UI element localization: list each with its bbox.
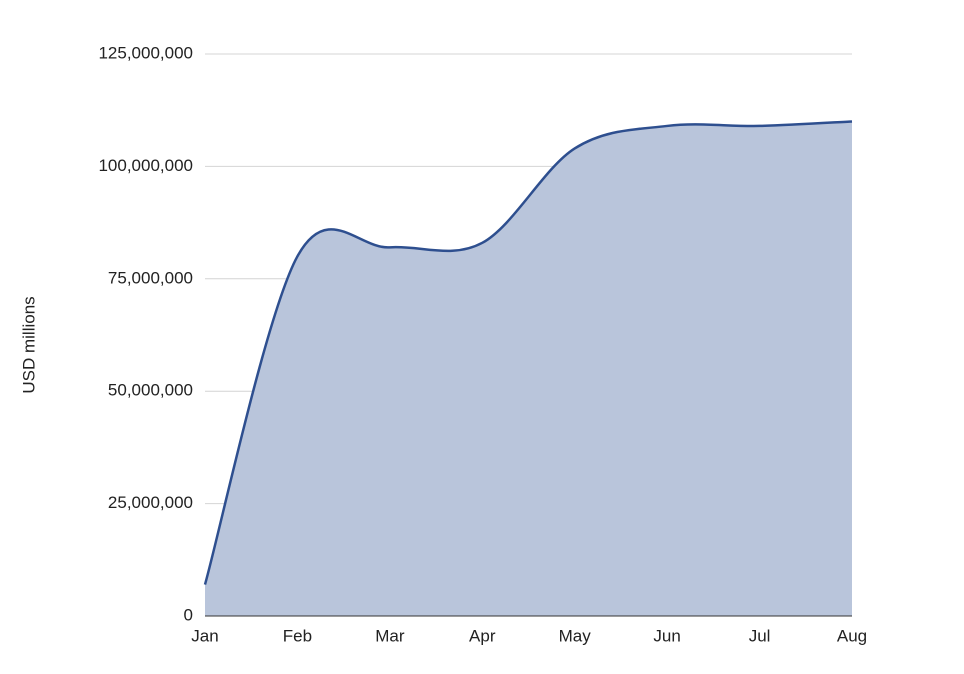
x-tick-label: Mar bbox=[375, 626, 405, 645]
area-line bbox=[203, 120, 853, 585]
y-tick-label: 0 bbox=[184, 605, 193, 624]
x-tick-label: Feb bbox=[283, 626, 312, 645]
y-axis-label: USD millions bbox=[19, 296, 38, 393]
x-tick-label: May bbox=[559, 626, 592, 645]
y-tick-label: 25,000,000 bbox=[108, 493, 193, 512]
x-tick-label: Apr bbox=[469, 626, 496, 645]
x-tick-label: Jul bbox=[749, 626, 771, 645]
x-tick-label: Jan bbox=[191, 626, 218, 645]
area-fill bbox=[205, 121, 852, 616]
y-tick-label: 75,000,000 bbox=[108, 268, 193, 287]
y-tick-label: 50,000,000 bbox=[108, 381, 193, 400]
x-tick-label: Jun bbox=[653, 626, 680, 645]
y-tick-label: 100,000,000 bbox=[98, 156, 193, 175]
y-tick-label: 125,000,000 bbox=[98, 43, 193, 62]
x-tick-label: Aug bbox=[837, 626, 867, 645]
